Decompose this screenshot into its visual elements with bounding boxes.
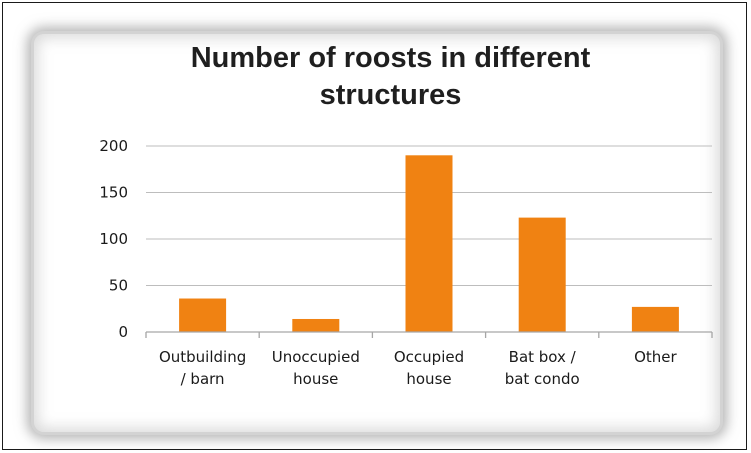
y-axis-tick-labels: 0 50 100 150 200 [99, 137, 128, 341]
x-tick-label: Occupied house [394, 348, 464, 388]
y-tick-label: 200 [99, 137, 128, 155]
y-tick-label: 100 [99, 230, 128, 248]
bars [179, 155, 679, 332]
bar [405, 155, 453, 332]
y-tick-label: 50 [109, 277, 128, 295]
x-axis-category-labels: Outbuilding / barn Unoccupied house Occupied… [159, 348, 678, 388]
x-tick-label: Outbuilding / barn [159, 348, 246, 388]
x-tick-label: Unoccupied house [272, 348, 360, 388]
bar [518, 217, 566, 332]
bar [631, 306, 679, 332]
y-tick-label: 0 [118, 323, 128, 341]
x-tick-label: Other [634, 348, 677, 366]
x-tick-label: Bat box / bat condo [505, 348, 580, 388]
x-axis [145, 331, 713, 338]
y-tick-label: 150 [99, 184, 128, 202]
bar [179, 298, 227, 332]
bar [292, 318, 340, 332]
chart-card [34, 34, 720, 432]
